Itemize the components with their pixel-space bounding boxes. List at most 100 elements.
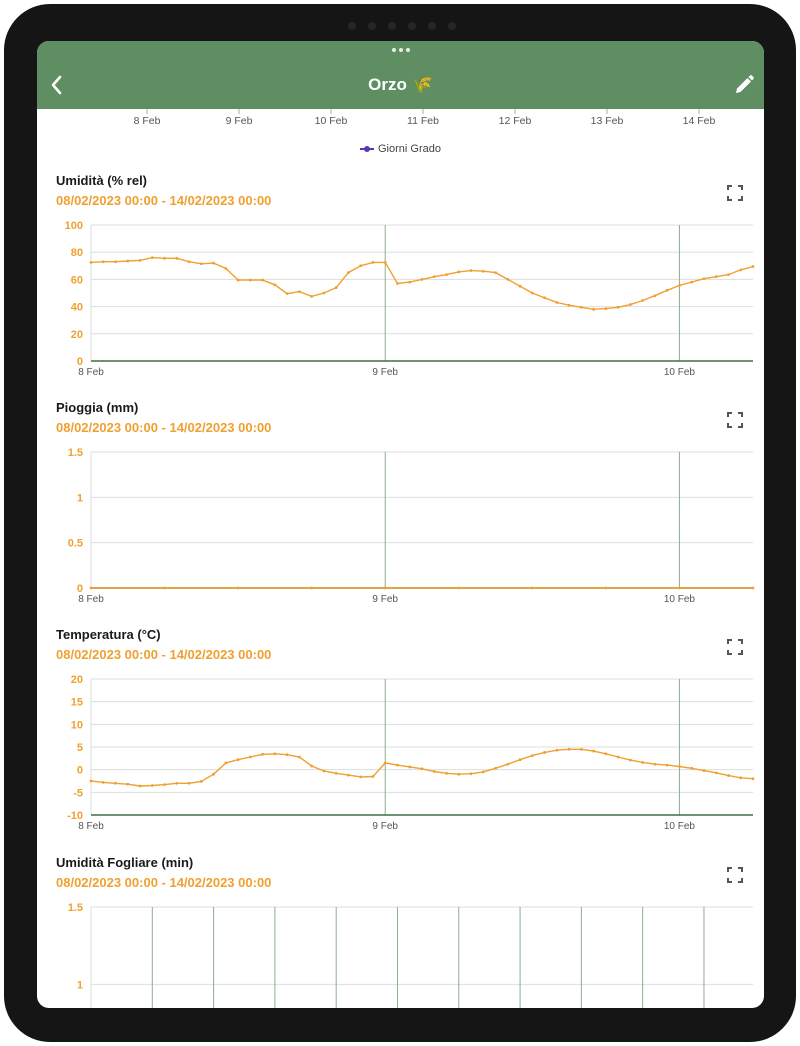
chart-title: Temperatura (°C) <box>56 627 161 642</box>
data-point <box>727 774 730 777</box>
app-screen: Orzo 🌾 8 Feb 9 Feb 10 Feb 11 Feb 12 Feb … <box>37 41 764 1008</box>
data-point <box>236 758 240 762</box>
data-point <box>224 267 228 270</box>
data-point <box>579 305 583 309</box>
chart-title: Umidità Fogliare (min) <box>56 855 194 870</box>
data-point <box>187 781 191 785</box>
data-point <box>751 777 755 781</box>
y-tick-label: 40 <box>71 302 83 314</box>
page-title: Orzo 🌾 <box>37 75 764 95</box>
data-point <box>408 280 412 284</box>
data-point <box>150 256 154 260</box>
y-tick-label: 5 <box>77 742 83 754</box>
legend-marker <box>360 145 374 153</box>
expand-chart-button[interactable] <box>727 412 743 428</box>
data-point <box>678 284 681 287</box>
x-tick-label: 8 Feb <box>78 821 104 831</box>
rain-chart[interactable]: 1.5 1 0.5 08 Feb 9 Feb 10 Feb <box>37 444 764 604</box>
data-point <box>604 307 608 311</box>
leaf-wetness-chart[interactable]: 1.510.5 <box>37 899 764 1008</box>
data-point <box>739 776 743 780</box>
expand-chart-button[interactable] <box>727 185 743 201</box>
data-point <box>347 271 350 274</box>
data-point <box>89 586 93 590</box>
data-point <box>678 586 681 590</box>
legend-giorni-grado[interactable]: Giorni Grado <box>37 143 764 155</box>
data-point <box>163 256 166 260</box>
data-point <box>89 261 93 264</box>
data-point <box>665 288 669 292</box>
more-dots-icon[interactable] <box>392 48 410 54</box>
y-tick-label: 1.5 <box>68 447 83 459</box>
wheat-icon: 🌾 <box>411 75 433 94</box>
chart-scroll-area[interactable]: 8 Feb 9 Feb 10 Feb 11 Feb 12 Feb 13 Feb … <box>37 109 764 1008</box>
y-tick-label: 100 <box>65 220 83 232</box>
fullscreen-icon <box>727 867 743 883</box>
data-point <box>114 260 117 264</box>
temperature-chart[interactable]: 20 15 10 5 0 -5 -108 Feb 9 Feb 10 Feb <box>37 671 764 831</box>
data-point <box>751 265 755 268</box>
data-point <box>616 305 620 309</box>
y-tick-label: 1 <box>77 979 83 991</box>
humidity-chart[interactable]: 100 80 60 40 20 08 Feb 9 Feb 10 Feb <box>37 217 764 377</box>
expand-chart-button[interactable] <box>727 639 743 655</box>
y-tick-label: 0 <box>77 765 83 777</box>
data-point <box>518 758 522 762</box>
x-tick-label: 10 Feb <box>664 594 696 604</box>
data-point <box>702 769 706 772</box>
data-point <box>641 299 645 302</box>
data-point <box>322 769 326 773</box>
data-point <box>530 291 534 295</box>
chart-date-range: 08/02/2023 00:00 - 14/02/2023 00:00 <box>56 647 272 662</box>
data-point <box>727 273 730 277</box>
data-point <box>89 779 93 783</box>
data-point <box>555 301 559 304</box>
data-point <box>273 283 277 287</box>
data-point <box>445 771 448 775</box>
data-point <box>396 282 399 285</box>
data-point <box>371 775 375 778</box>
data-point <box>481 770 485 774</box>
data-point <box>298 290 301 294</box>
data-point <box>310 586 314 590</box>
data-point <box>236 278 240 282</box>
series-line <box>90 256 754 311</box>
data-point <box>702 277 706 281</box>
data-point <box>383 261 387 264</box>
prev-x-tick: 11 Feb <box>407 115 439 127</box>
edit-button[interactable] <box>732 73 756 97</box>
data-point <box>163 586 166 590</box>
data-point <box>261 278 265 282</box>
data-point <box>457 270 461 274</box>
back-button[interactable] <box>45 71 73 99</box>
data-point <box>175 256 179 260</box>
prev-x-tick: 12 Feb <box>498 115 532 127</box>
x-tick-label: 8 Feb <box>78 594 104 604</box>
data-point <box>567 747 571 751</box>
y-tick-label: 80 <box>71 247 83 259</box>
data-point <box>469 269 473 272</box>
prev-x-tick: 10 Feb <box>314 115 348 127</box>
expand-chart-button[interactable] <box>727 867 743 883</box>
data-point <box>555 748 559 752</box>
prev-x-tick: 9 Feb <box>225 115 253 127</box>
data-point <box>236 586 240 590</box>
data-point <box>432 770 436 773</box>
chevron-left-icon <box>51 75 62 95</box>
previous-chart-ticks <box>146 109 700 114</box>
data-point <box>396 763 399 767</box>
data-point <box>494 271 497 274</box>
prev-x-tick: 14 Feb <box>682 115 716 127</box>
data-point <box>567 303 571 307</box>
y-tick-label: 60 <box>71 274 83 286</box>
data-point <box>126 782 130 786</box>
data-point <box>101 260 105 264</box>
data-point <box>248 278 252 282</box>
data-point <box>420 278 424 281</box>
previous-chart-x-axis: 8 Feb 9 Feb 10 Feb 11 Feb 12 Feb 13 Feb … <box>37 109 764 131</box>
data-point <box>199 262 203 266</box>
data-point <box>224 761 228 765</box>
data-point <box>114 781 117 785</box>
data-point <box>420 767 424 771</box>
y-tick-label: 0 <box>77 583 83 595</box>
